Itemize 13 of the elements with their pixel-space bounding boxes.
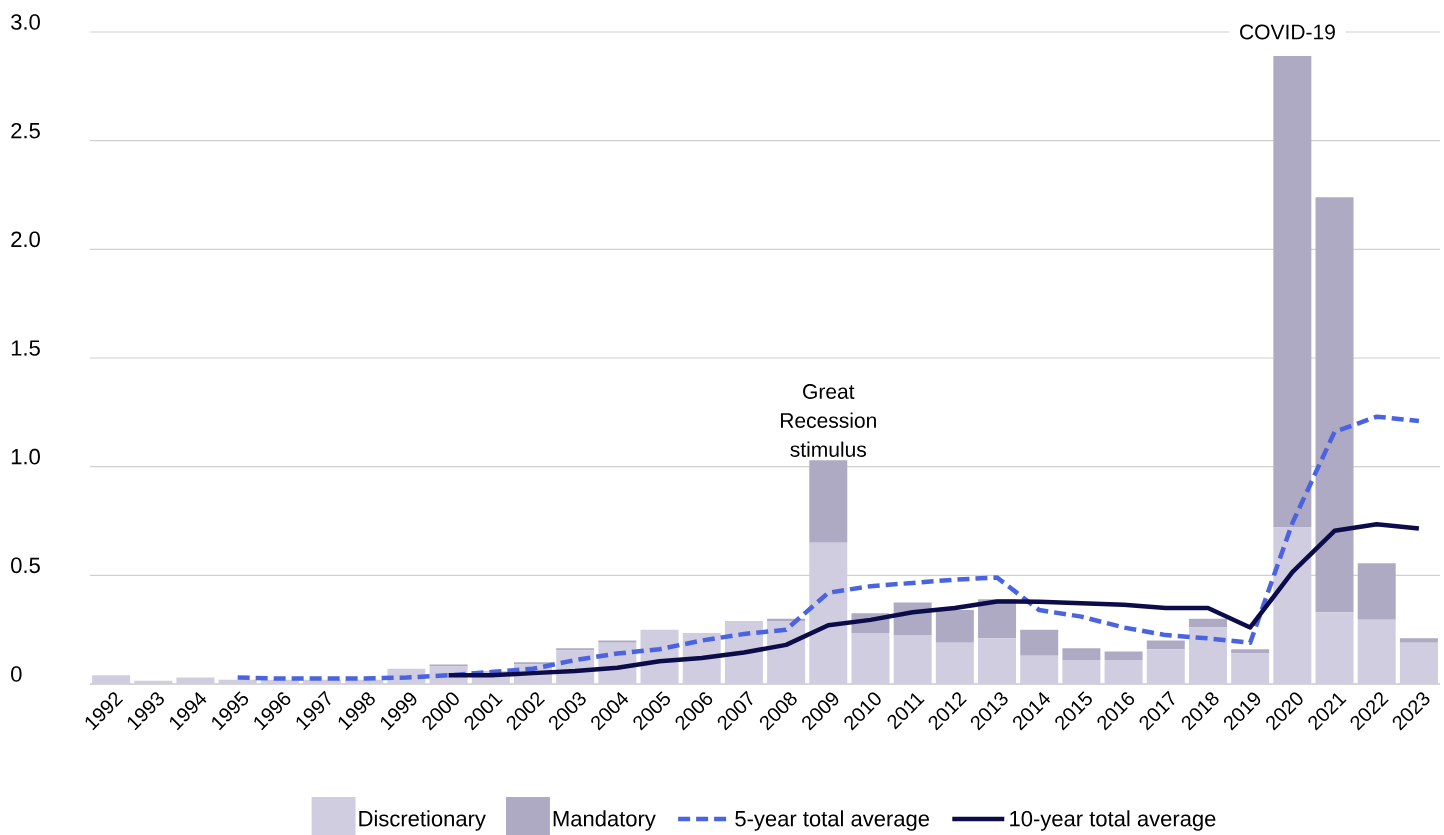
y-tick-label: 3.0 bbox=[11, 14, 40, 30]
y-tick-label: 0 bbox=[11, 666, 22, 682]
y-tick-label: 2.5 bbox=[11, 122, 40, 139]
legend-label: Mandatory bbox=[553, 810, 656, 831]
annotation: COVID-19 bbox=[1240, 24, 1335, 40]
legend-label: 10-year total average bbox=[1010, 810, 1216, 831]
legend-label: Discretionary bbox=[359, 810, 486, 831]
y-tick-label: 1.5 bbox=[11, 340, 40, 356]
y-tick-label: 1.0 bbox=[11, 448, 40, 465]
y-tick-label: 2.0 bbox=[11, 231, 40, 248]
legend-label: 5-year total average bbox=[735, 810, 930, 831]
annotation: Great Recession stimulus bbox=[780, 384, 876, 457]
y-tick-label: 0.5 bbox=[11, 557, 40, 574]
